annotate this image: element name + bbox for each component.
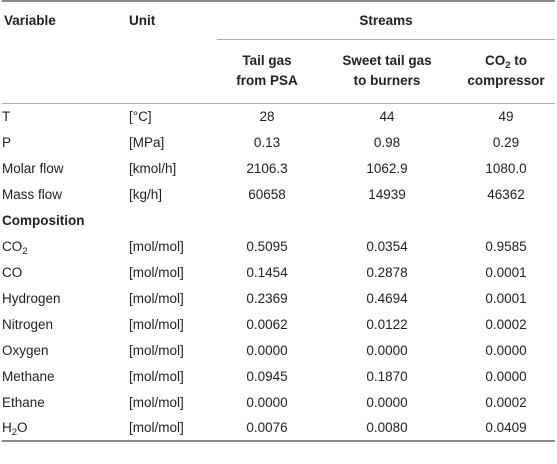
- value-co2-cell: 0.0000: [485, 342, 527, 358]
- header-streams: Streams: [217, 0, 556, 40]
- value-co2-cell: 0.0001: [485, 290, 527, 306]
- component-cell: CO2: [2, 238, 28, 257]
- header-row: Variable Unit Streams: [2, 0, 556, 40]
- table-row: CO [mol/mol] 0.1454 0.2878 0.0001: [2, 259, 555, 285]
- value-co2-cell: 1080.0: [485, 160, 527, 176]
- unit-cell: [°C]: [129, 108, 152, 124]
- unit-cell: [mol/mol]: [129, 316, 184, 332]
- value-sweet-tail-gas-cell: 0.2878: [366, 264, 408, 280]
- value-co2-cell: 0.0001: [485, 264, 527, 280]
- value-sweet-tail-gas-cell: 0.4694: [366, 290, 408, 306]
- value-co2-cell: 46362: [487, 186, 525, 202]
- value-sweet-tail-gas-cell: 0.1870: [366, 368, 408, 384]
- component-cell: Nitrogen: [2, 316, 54, 332]
- unit-cell: [mol/mol]: [129, 290, 184, 306]
- value-sweet-tail-gas-cell: 0.0354: [366, 238, 408, 254]
- table-row: Methane [mol/mol] 0.0945 0.1870 0.0000: [2, 363, 555, 389]
- variable-cell: P: [2, 134, 12, 150]
- value-tail-gas-cell: 0.0062: [246, 316, 288, 332]
- header-sweet-tail-gas-to-burners: Sweet tail gas to burners: [317, 39, 457, 104]
- table-row: CO2 [mol/mol] 0.5095 0.0354 0.9585: [2, 233, 555, 259]
- value-co2-cell: 49: [498, 108, 514, 124]
- header-co2-to-compressor: CO2 to compressor: [457, 39, 556, 104]
- value-tail-gas-cell: 0.13: [253, 134, 281, 150]
- table-row: T [°C] 28 44 49: [2, 103, 555, 129]
- value-co2-cell: 0.0002: [485, 394, 527, 410]
- header-variable: Variable: [2, 0, 127, 39]
- value-sweet-tail-gas-cell: 0.98: [373, 134, 401, 150]
- value-co2-cell: 0.9585: [485, 238, 527, 254]
- unit-cell: [mol/mol]: [129, 238, 184, 254]
- unit-cell: [mol/mol]: [129, 342, 184, 358]
- component-cell: CO: [2, 264, 23, 280]
- table-row: Ethane [mol/mol] 0.0000 0.0000 0.0002: [2, 389, 555, 415]
- table-row: Oxygen [mol/mol] 0.0000 0.0000 0.0000: [2, 337, 555, 363]
- value-co2-cell: 0.0002: [485, 316, 527, 332]
- value-sweet-tail-gas-cell: 0.0000: [366, 394, 408, 410]
- value-tail-gas-cell: 0.2369: [246, 290, 288, 306]
- table-row: Nitrogen [mol/mol] 0.0062 0.0122 0.0002: [2, 311, 555, 337]
- value-tail-gas-cell: 28: [259, 108, 275, 124]
- unit-cell: [kmol/h]: [129, 160, 177, 176]
- table-row: H2O [mol/mol] 0.0076 0.0080 0.0409: [2, 415, 556, 442]
- table-row: Hydrogen [mol/mol] 0.2369 0.4694 0.0001: [2, 285, 555, 311]
- value-sweet-tail-gas-cell: 14939: [368, 186, 406, 202]
- value-tail-gas-cell: 0.0000: [246, 342, 288, 358]
- unit-cell: [kg/h]: [129, 186, 163, 202]
- value-tail-gas-cell: 0.1454: [246, 264, 288, 280]
- unit-cell: [mol/mol]: [129, 394, 184, 410]
- unit-cell: [MPa]: [129, 134, 165, 150]
- value-sweet-tail-gas-cell: 44: [379, 108, 395, 124]
- value-tail-gas-cell: 0.0076: [217, 415, 317, 442]
- value-tail-gas-cell: 0.5095: [246, 238, 288, 254]
- header-tail-gas-from-psa: Tail gas from PSA: [217, 39, 317, 104]
- value-sweet-tail-gas-cell: 0.0122: [366, 316, 408, 332]
- section-heading: Composition: [2, 212, 85, 228]
- value-sweet-tail-gas-cell: 1062.9: [366, 160, 408, 176]
- section-row: Composition: [2, 207, 555, 233]
- stream-table: Variable Unit Streams Tail gas from PSA …: [2, 0, 556, 442]
- component-cell: Methane: [2, 368, 55, 384]
- component-cell: Ethane: [2, 394, 45, 410]
- component-cell: Oxygen: [2, 342, 49, 358]
- value-sweet-tail-gas-cell: 0.0000: [366, 342, 408, 358]
- unit-cell: [mol/mol]: [129, 264, 184, 280]
- variable-cell: T: [2, 108, 11, 124]
- value-tail-gas-cell: 0.0000: [246, 394, 288, 410]
- value-sweet-tail-gas-cell: 0.0080: [317, 415, 457, 442]
- table-body: T [°C] 28 44 49 P [MPa] 0.13 0.98 0.29 Molar flow […: [2, 103, 556, 442]
- variable-cell: Molar flow: [2, 160, 64, 176]
- value-tail-gas-cell: 0.0945: [246, 368, 288, 384]
- variable-cell: Mass flow: [2, 186, 63, 202]
- value-co2-cell: 0.29: [492, 134, 520, 150]
- table-row: Mass flow [kg/h] 60658 14939 46362: [2, 181, 555, 207]
- value-co2-cell: 0.0000: [485, 368, 527, 384]
- table-row: Molar flow [kmol/h] 2106.3 1062.9 1080.0: [2, 155, 555, 181]
- unit-cell: [mol/mol]: [127, 415, 217, 442]
- table-row: P [MPa] 0.13 0.98 0.29: [2, 129, 555, 155]
- value-tail-gas-cell: 60658: [248, 186, 286, 202]
- value-tail-gas-cell: 2106.3: [246, 160, 288, 176]
- component-cell: H2O: [2, 415, 127, 442]
- stream-names-row: Tail gas from PSA Sweet tail gas to burn…: [2, 39, 556, 104]
- component-cell: Hydrogen: [2, 290, 61, 306]
- unit-cell: [mol/mol]: [129, 368, 184, 384]
- header-unit: Unit: [127, 0, 217, 39]
- value-co2-cell: 0.0409: [457, 415, 556, 442]
